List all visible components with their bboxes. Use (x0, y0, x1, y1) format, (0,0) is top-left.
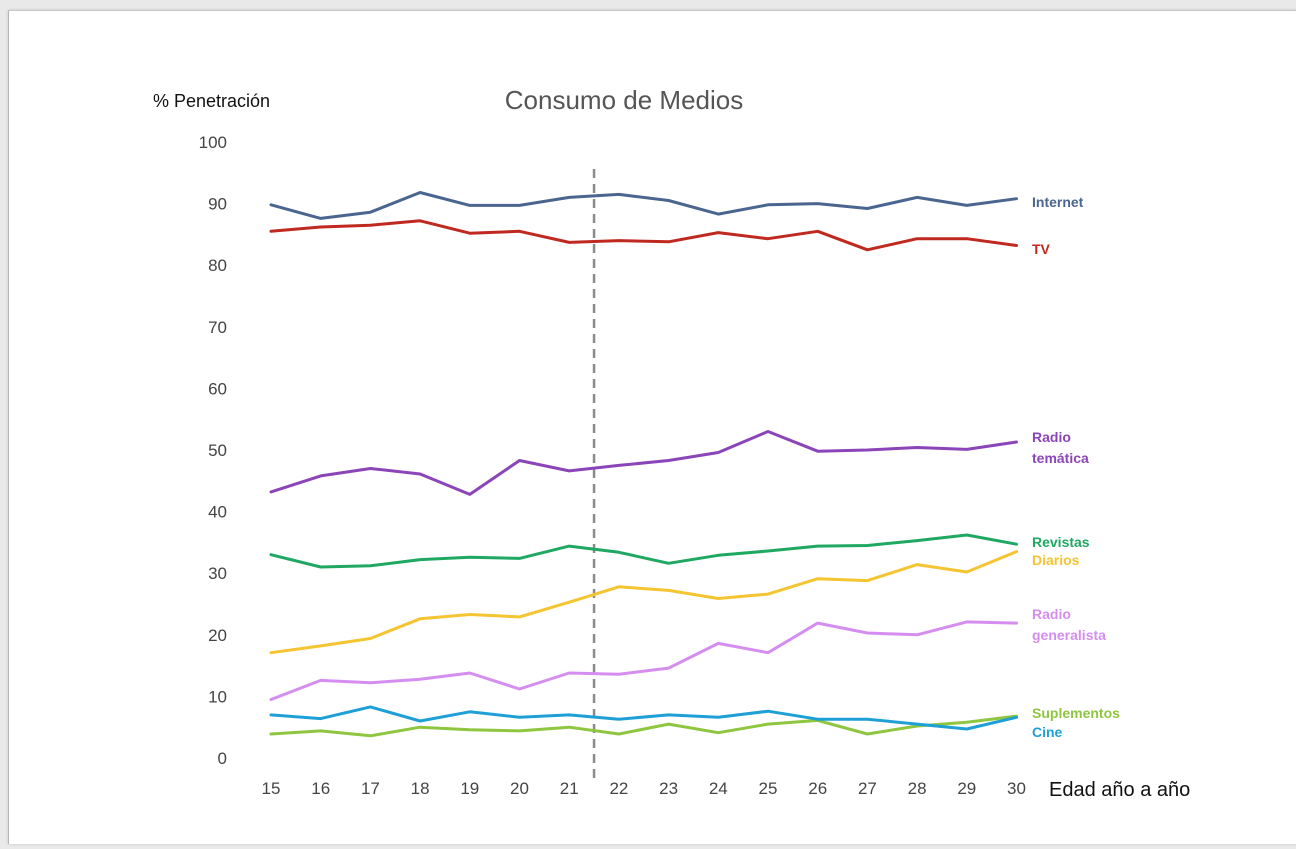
line-chart: % Penetración Consumo de Medios Edad año… (153, 85, 1190, 801)
series-label-cine: Cine (1032, 724, 1063, 740)
series-line-cine (269, 705, 1018, 731)
y-tick-label: 60 (208, 379, 227, 398)
series-label-radio-tem-tica: Radio temática (1032, 429, 1089, 466)
x-tick-label: 24 (709, 779, 728, 798)
y-tick-label: 40 (208, 503, 227, 522)
y-tick-label: 10 (208, 687, 227, 706)
x-tick-label: 23 (659, 779, 678, 798)
x-tick-label: 25 (759, 779, 778, 798)
x-tick-label: 16 (311, 779, 330, 798)
x-tick-label: 29 (957, 779, 976, 798)
y-tick-label: 90 (208, 195, 227, 214)
x-axis-label: Edad año a año (1049, 779, 1190, 801)
x-tick-label: 27 (858, 779, 877, 798)
x-tick-label: 28 (908, 779, 927, 798)
x-axis-ticks: 15 16 17 18 19 20 21 22 23 24 25 26 27 28 29 30 (262, 779, 1026, 798)
y-axis-label: % Penetración (153, 91, 270, 111)
x-tick-label: 22 (609, 779, 628, 798)
series-line-diarios (269, 550, 1018, 655)
series-line-radio-tem-tica (269, 430, 1018, 496)
y-tick-label: 50 (208, 441, 227, 460)
series-label-diarios: Diarios (1032, 552, 1080, 568)
chart-frame: % Penetración Consumo de Medios Edad año… (8, 10, 1296, 844)
y-tick-label: 30 (208, 564, 227, 583)
x-tick-label: 26 (808, 779, 827, 798)
x-tick-label: 20 (510, 779, 529, 798)
x-tick-label: 30 (1007, 779, 1026, 798)
series-line-internet (269, 191, 1018, 220)
y-tick-label: 70 (208, 318, 227, 337)
series-label-tv: TV (1032, 241, 1051, 257)
x-tick-label: 21 (560, 779, 579, 798)
series-label-internet: Internet (1032, 194, 1084, 210)
series-labels: Internet TV Radio temática Revistas Diarios Ra… (1032, 194, 1120, 740)
x-tick-label: 17 (361, 779, 380, 798)
series-line-radio-generalista (269, 620, 1018, 701)
series-label-suplementos: Suplementos (1032, 705, 1120, 721)
series-line-suplementos (269, 714, 1018, 738)
x-tick-label: 15 (262, 779, 281, 798)
series-line-tv (269, 219, 1018, 252)
y-tick-label: 0 (218, 749, 227, 768)
series-line-revistas (269, 533, 1018, 569)
series-lines (269, 191, 1018, 738)
y-axis-ticks: 0 10 20 30 40 50 60 70 80 90 100 (199, 133, 227, 768)
y-tick-label: 20 (208, 626, 227, 645)
chart-title: Consumo de Medios (505, 85, 743, 115)
y-tick-label: 80 (208, 256, 227, 275)
series-label-revistas: Revistas (1032, 534, 1090, 550)
x-tick-label: 18 (411, 779, 430, 798)
y-tick-label: 100 (199, 133, 227, 152)
series-label-radio-generalista: Radio generalista (1032, 606, 1106, 643)
x-tick-label: 19 (460, 779, 479, 798)
